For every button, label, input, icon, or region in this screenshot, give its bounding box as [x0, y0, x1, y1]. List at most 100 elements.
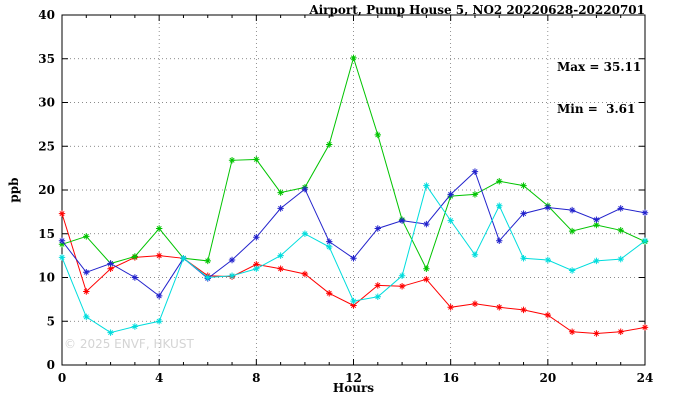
marker-blue — [253, 234, 260, 241]
marker-red — [58, 210, 66, 217]
marker-green — [423, 265, 430, 272]
marker-cyan — [228, 272, 236, 279]
marker-red — [155, 252, 163, 259]
marker-cyan — [58, 254, 66, 261]
marker-red — [447, 304, 454, 311]
marker-cyan — [277, 252, 284, 259]
marker-blue — [471, 168, 479, 175]
marker-blue — [593, 216, 600, 223]
marker-red — [617, 328, 624, 335]
marker-blue — [641, 209, 649, 216]
marker-red — [83, 288, 90, 295]
marker-cyan — [374, 293, 381, 300]
marker-blue — [228, 256, 236, 264]
marker-cyan — [423, 182, 430, 189]
y-tick-label: 35 — [38, 52, 55, 66]
marker-red — [593, 330, 600, 337]
marker-cyan — [107, 329, 114, 336]
marker-blue — [398, 217, 406, 224]
y-tick-label: 20 — [38, 183, 55, 197]
marker-blue — [83, 269, 90, 276]
marker-green — [326, 141, 333, 148]
x-tick-label: 8 — [252, 371, 260, 385]
marker-blue — [350, 255, 357, 262]
marker-cyan — [155, 318, 163, 325]
marker-red — [520, 306, 527, 314]
x-tick-label: 4 — [155, 371, 163, 385]
marker-cyan — [593, 257, 600, 265]
marker-cyan — [520, 255, 527, 262]
marker-cyan — [83, 313, 90, 321]
marker-cyan — [180, 255, 187, 262]
marker-red — [423, 276, 430, 283]
marker-blue — [544, 204, 552, 211]
marker-green — [228, 157, 236, 164]
min-label: Min = 3.61 — [557, 102, 636, 116]
marker-cyan — [253, 265, 260, 272]
marker-green — [131, 253, 139, 260]
marker-green — [83, 233, 90, 240]
marker-cyan — [471, 251, 479, 258]
y-tick-label: 25 — [38, 139, 55, 153]
marker-green — [350, 54, 357, 62]
marker-green — [617, 227, 624, 234]
marker-blue — [568, 206, 576, 214]
marker-blue — [326, 238, 333, 245]
marker-red — [496, 304, 503, 311]
watermark: © 2025 ENVF, HKUST — [64, 337, 194, 351]
marker-blue — [155, 292, 163, 300]
marker-blue — [131, 274, 139, 281]
marker-red — [568, 328, 576, 335]
marker-green — [204, 257, 211, 265]
marker-cyan — [617, 255, 624, 263]
marker-blue — [423, 220, 430, 228]
chart-title: Airport, Pump House 5, NO2 20220628-2022… — [309, 3, 645, 17]
max-label: Max = 35.11 — [557, 60, 642, 74]
marker-red — [326, 290, 333, 297]
marker-red — [544, 311, 552, 319]
marker-blue — [617, 205, 624, 212]
marker-green — [277, 189, 284, 196]
x-tick-label: 12 — [345, 371, 362, 385]
marker-red — [253, 261, 260, 268]
series-line-blue — [61, 170, 646, 297]
x-axis-title: Hours — [332, 381, 375, 395]
marker-blue — [496, 237, 503, 244]
marker-blue — [520, 210, 527, 217]
minmax-annotation: Max = 35.11 Min = 3.61 — [557, 32, 641, 144]
marker-cyan — [301, 230, 309, 237]
y-tick-label: 40 — [38, 8, 55, 22]
marker-blue — [107, 260, 114, 267]
marker-cyan — [544, 256, 552, 264]
marker-cyan — [398, 272, 406, 279]
marker-cyan — [326, 243, 333, 251]
marker-green — [593, 221, 600, 229]
marker-cyan — [131, 323, 139, 330]
marker-green — [496, 178, 503, 185]
y-tick-label: 0 — [47, 358, 55, 372]
marker-red — [374, 282, 381, 289]
marker-cyan — [447, 217, 454, 224]
marker-green — [374, 131, 381, 139]
marker-red — [277, 265, 284, 272]
marker-green — [253, 156, 260, 163]
marker-cyan — [496, 202, 503, 209]
marker-blue — [58, 237, 66, 244]
x-tick-label: 16 — [442, 371, 459, 385]
marker-green — [155, 225, 163, 232]
marker-cyan — [350, 297, 357, 305]
marker-blue — [277, 205, 284, 212]
marker-green — [520, 182, 527, 189]
marker-blue — [301, 185, 309, 193]
y-tick-label: 10 — [38, 271, 55, 285]
marker-red — [301, 270, 309, 278]
y-tick-label: 15 — [38, 227, 55, 241]
marker-cyan — [641, 237, 649, 244]
marker-cyan — [204, 274, 211, 281]
marker-green — [471, 191, 479, 198]
marker-green — [568, 227, 576, 235]
x-tick-label: 20 — [539, 371, 556, 385]
marker-red — [471, 300, 479, 307]
marker-cyan — [568, 267, 576, 274]
